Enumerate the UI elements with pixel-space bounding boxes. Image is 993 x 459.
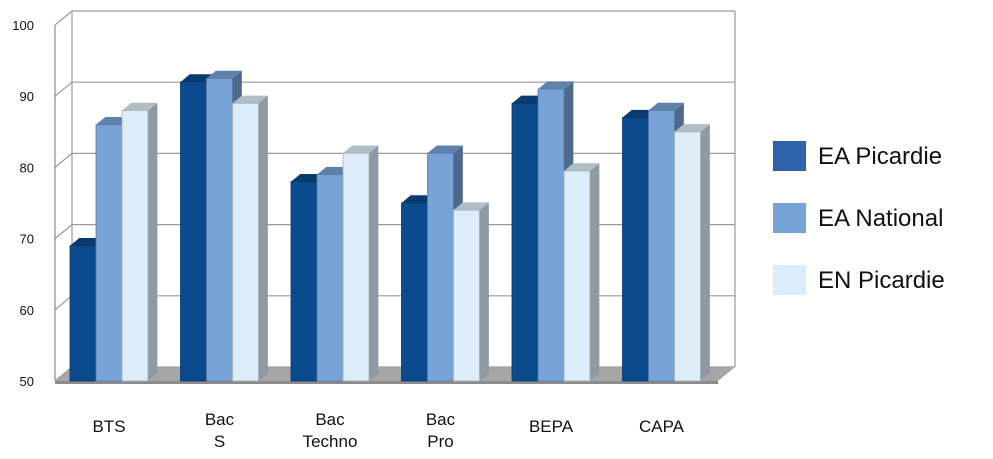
gridline-side (54, 81, 73, 97)
bar-front (563, 170, 591, 382)
bar-top (206, 70, 242, 79)
bar-side (369, 145, 379, 381)
bar-top (538, 81, 574, 90)
y-tick-label: 90 (20, 89, 34, 104)
bar-front (648, 110, 675, 382)
bar-top (343, 145, 379, 154)
x-tick-label-line: Bac (205, 410, 235, 429)
gridline-side (54, 10, 73, 26)
x-axis-labels: BTS Bac S Bac Techno Bac Pro BEPA CAPA (92, 410, 684, 451)
bar-front (537, 88, 565, 382)
x-tick-label: BEPA (529, 417, 574, 436)
bars (69, 70, 710, 382)
x-tick-label: Bac Techno (303, 410, 358, 451)
y-tick-label: 80 (20, 160, 34, 175)
bar (563, 163, 600, 382)
bar-side (148, 102, 158, 382)
legend-swatch (773, 203, 806, 233)
x-tick-label-line: CAPA (639, 417, 685, 436)
legend-item: EN Picardie (773, 265, 945, 295)
y-axis: 50 60 70 80 90 100 (12, 18, 56, 389)
bar-side (479, 202, 489, 381)
bar-front (69, 245, 97, 382)
y-tick-label: 50 (20, 374, 34, 389)
legend-label: EA National (818, 205, 943, 232)
bar-front (427, 152, 454, 382)
gridline-side (54, 152, 73, 168)
bar-side (590, 163, 600, 381)
gridline-side (54, 224, 73, 240)
legend-label: EN Picardie (818, 267, 945, 294)
x-tick-label: CAPA (639, 417, 685, 436)
bar (342, 145, 379, 382)
bar-top (122, 102, 158, 111)
x-tick-label: Bac Pro (426, 410, 456, 451)
legend-item: EA National (773, 203, 943, 233)
bar (674, 124, 710, 382)
x-tick-label-line: Bac (426, 410, 456, 429)
bar-side (700, 124, 710, 381)
bar-top (648, 102, 684, 111)
bar (453, 202, 489, 382)
y-tick-label: 100 (12, 18, 34, 33)
y-tick-label: 60 (20, 303, 34, 318)
legend-label: EA Picardie (818, 143, 942, 170)
bar-front (401, 202, 428, 382)
chart-floor-edge (55, 381, 718, 384)
bar-top (427, 145, 463, 154)
bar-front (206, 78, 233, 382)
x-tick-label-line: Bac (315, 410, 345, 429)
legend-item: EA Picardie (773, 141, 942, 171)
x-tick-label: BTS (92, 417, 125, 436)
bar-front (316, 174, 344, 382)
bar (232, 95, 268, 382)
legend-swatch (773, 265, 806, 295)
bar (121, 102, 158, 382)
x-tick-label-line: BTS (92, 417, 125, 436)
bar-front (95, 124, 123, 382)
x-tick-label: Bac S (205, 410, 235, 451)
bar-front (622, 117, 649, 382)
bar-front (121, 110, 149, 382)
bar-front (674, 131, 701, 382)
x-tick-label-line: Pro (427, 432, 453, 451)
bar-front (453, 209, 480, 382)
gridline-side (54, 295, 73, 311)
bar-front (232, 102, 259, 382)
legend-swatch (773, 141, 806, 171)
legend: EA Picardie EA National EN Picardie (773, 141, 945, 295)
x-tick-label-line: BEPA (529, 417, 574, 436)
x-tick-label-line: S (214, 432, 225, 451)
bar-top (674, 124, 710, 132)
y-tick-label: 70 (20, 232, 34, 247)
bar-top (453, 202, 489, 211)
bar-top (232, 95, 268, 104)
bar-top (564, 163, 600, 171)
bar-front (511, 102, 539, 382)
bar-front (290, 181, 318, 382)
bar-front (180, 81, 207, 382)
bar-side (258, 95, 268, 382)
bar-front (342, 152, 370, 382)
x-tick-label-line: Techno (303, 432, 358, 451)
